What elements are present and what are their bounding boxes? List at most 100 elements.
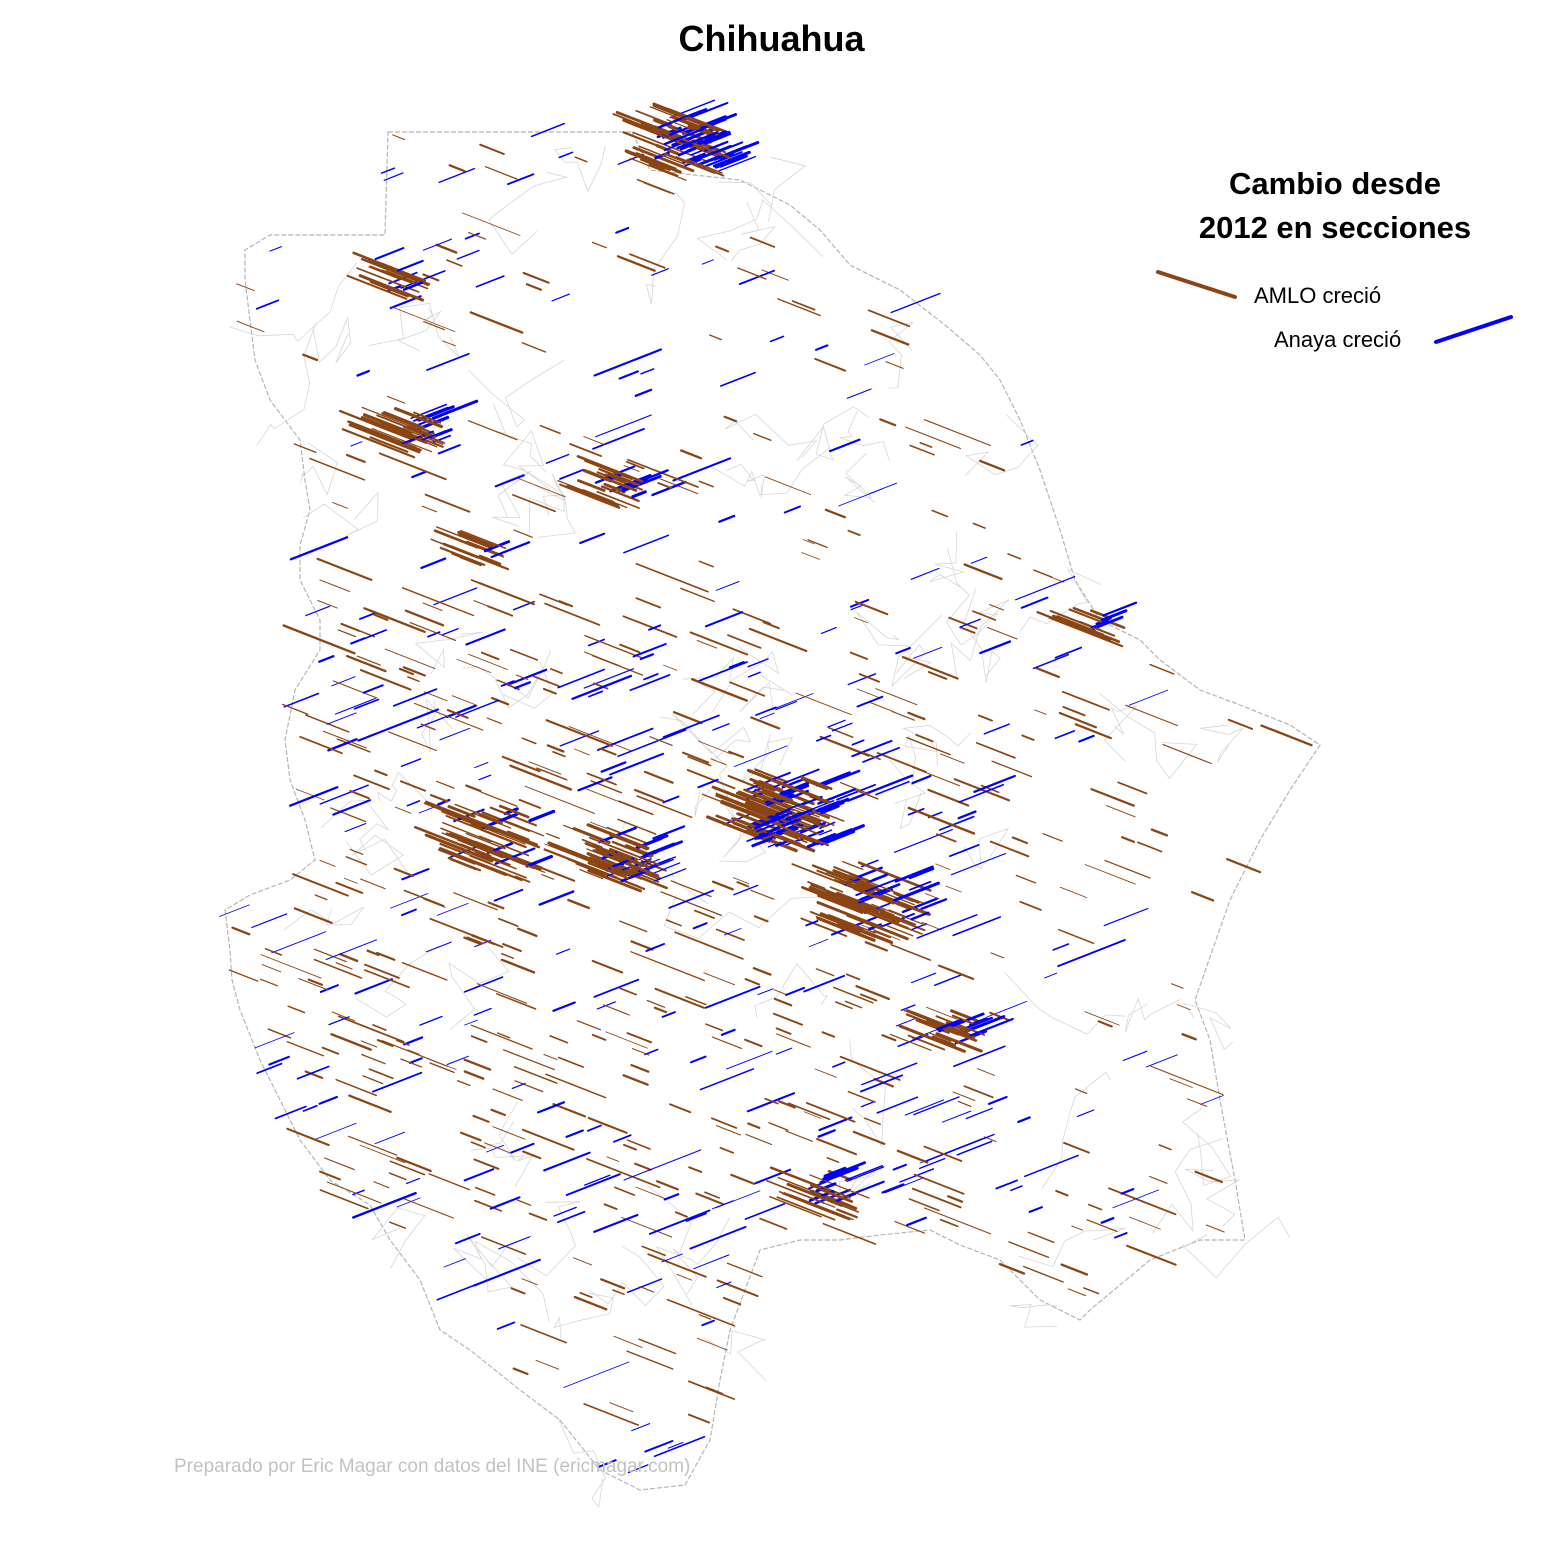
amlo-arrow — [807, 539, 828, 549]
amlo-arrow — [578, 862, 646, 891]
amlo-arrow — [576, 1020, 602, 1031]
amlo-arrow — [911, 766, 961, 787]
amlo-arrow — [803, 1111, 822, 1119]
amlo-arrow — [463, 852, 491, 864]
amlo-arrow — [977, 714, 993, 722]
anaya-arrow — [254, 1032, 295, 1049]
amlo-arrow — [1027, 1231, 1055, 1244]
amlo-arrow — [638, 145, 686, 166]
amlo-arrow — [749, 236, 776, 248]
amlo-arrow — [336, 738, 371, 753]
anaya-arrow — [712, 723, 730, 731]
amlo-arrow — [776, 1196, 836, 1221]
credit-text: Preparado por Eric Magar con datos del I… — [174, 1456, 691, 1477]
amlo-arrow — [800, 776, 833, 790]
amlo-arrow — [371, 427, 433, 453]
amlo-arrow — [366, 949, 380, 957]
amlo-arrow — [711, 880, 734, 891]
amlo-arrow — [326, 1181, 382, 1204]
amlo-arrow — [236, 320, 265, 333]
anaya-arrow — [645, 942, 666, 952]
municipal-boundary — [718, 156, 806, 222]
amlo-arrow — [443, 1064, 457, 1070]
amlo-arrow — [522, 1150, 542, 1160]
anaya-arrow — [775, 839, 789, 847]
anaya-arrow — [816, 800, 841, 812]
amlo-arrow — [715, 245, 730, 253]
amlo-arrow — [832, 869, 878, 889]
amlo-arrow — [1055, 615, 1097, 634]
amlo-arrow — [873, 930, 891, 939]
amlo-arrow — [629, 253, 666, 269]
amlo-arrow — [711, 785, 769, 810]
anaya-arrow — [350, 441, 363, 447]
amlo-arrow — [341, 428, 416, 459]
anaya-arrow — [331, 676, 356, 687]
amlo-arrow — [361, 1053, 386, 1065]
municipal-boundary — [1124, 997, 1181, 1033]
amlo-arrow — [470, 823, 484, 830]
amlo-arrow — [923, 419, 991, 447]
anaya-arrow — [475, 275, 505, 288]
amlo-arrow — [972, 610, 997, 621]
amlo-arrow — [1035, 667, 1060, 679]
amlo-arrow — [822, 1222, 877, 1245]
amlo-arrow — [451, 552, 472, 563]
amlo-arrow — [906, 737, 951, 756]
amlo-arrow — [710, 758, 727, 766]
amlo-arrow — [963, 563, 1003, 581]
amlo-arrow — [470, 1035, 488, 1043]
anaya-arrow — [701, 259, 714, 265]
amlo-arrow — [744, 801, 776, 816]
amlo-arrow — [383, 410, 425, 429]
anaya-arrow — [586, 1124, 602, 1132]
anaya-arrow — [820, 830, 856, 846]
amlo-arrow — [1083, 1287, 1100, 1295]
anaya-arrow — [420, 557, 447, 570]
amlo-arrow — [1169, 1078, 1193, 1088]
amlo-arrow — [1128, 1216, 1161, 1230]
amlo-arrow — [832, 986, 874, 1004]
amlo-arrow — [498, 804, 530, 819]
municipal-boundary — [312, 316, 352, 364]
amlo-arrow — [559, 846, 627, 874]
amlo-arrow — [783, 1192, 854, 1221]
amlo-arrow — [814, 1068, 837, 1078]
amlo-arrow — [337, 629, 357, 638]
anaya-arrow — [965, 1107, 993, 1120]
amlo-arrow — [293, 907, 333, 924]
anaya-arrow — [597, 727, 654, 751]
anaya-arrow — [938, 815, 975, 831]
amlo-arrow — [630, 157, 687, 181]
anaya-arrow — [782, 809, 813, 823]
amlo-arrow — [829, 886, 844, 893]
anaya-arrow — [751, 837, 773, 848]
amlo-arrow — [756, 785, 794, 802]
municipal-boundary — [738, 674, 793, 713]
amlo-arrow — [763, 799, 777, 806]
municipal-boundary — [462, 650, 552, 709]
amlo-arrow — [470, 1024, 533, 1050]
anaya-arrow — [747, 658, 769, 668]
amlo-arrow — [479, 810, 545, 837]
amlo-arrow — [501, 952, 514, 959]
amlo-arrow — [647, 1253, 707, 1278]
anaya-arrow — [545, 453, 570, 464]
amlo-arrow — [844, 1000, 863, 1009]
amlo-arrow — [516, 927, 538, 938]
amlo-arrow — [754, 768, 789, 784]
municipal-boundary — [963, 827, 1010, 870]
amlo-arrow — [592, 844, 650, 869]
anaya-arrow — [1044, 972, 1058, 979]
amlo-arrow — [478, 554, 502, 566]
amlo-arrow — [698, 1314, 712, 1320]
amlo-arrow — [546, 832, 560, 840]
anaya-arrow — [720, 371, 756, 387]
anaya-arrow — [396, 259, 424, 272]
anaya-arrow — [305, 605, 331, 617]
municipal-boundary — [538, 494, 576, 538]
anaya-arrow — [474, 761, 489, 769]
legend-amlo-label: AMLO creció — [1254, 283, 1382, 308]
amlo-arrow — [474, 1199, 503, 1212]
anaya-arrow — [814, 344, 829, 351]
